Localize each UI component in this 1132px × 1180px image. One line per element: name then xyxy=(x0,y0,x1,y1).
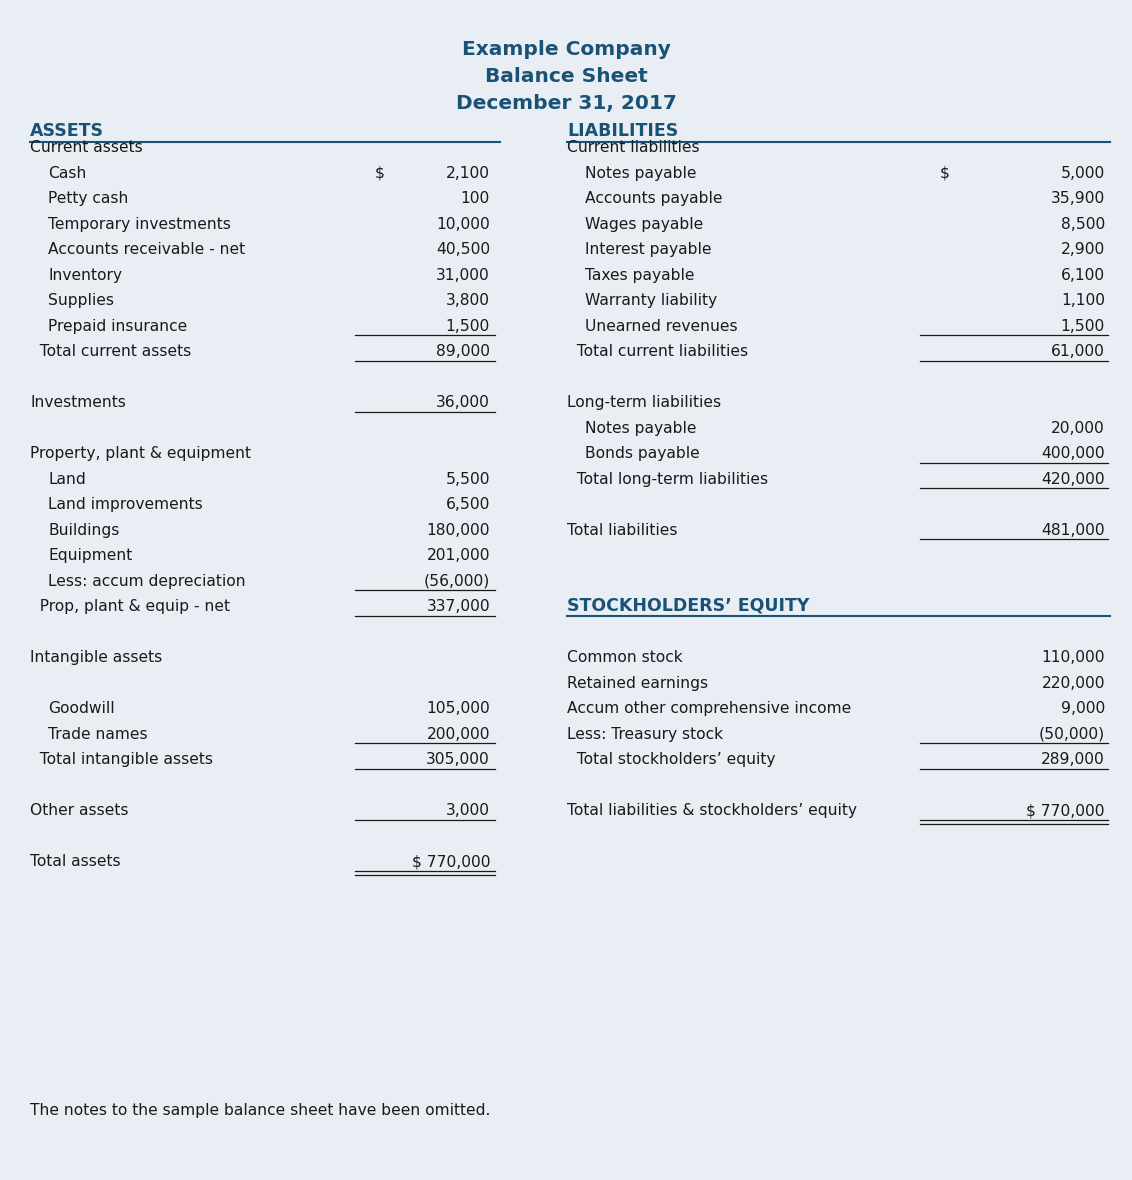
Text: (50,000): (50,000) xyxy=(1039,727,1105,742)
Text: The notes to the sample balance sheet have been omitted.: The notes to the sample balance sheet ha… xyxy=(31,1103,490,1117)
Text: 35,900: 35,900 xyxy=(1050,191,1105,206)
Text: Other assets: Other assets xyxy=(31,804,129,818)
Text: Example Company: Example Company xyxy=(462,40,670,59)
Text: Less: Treasury stock: Less: Treasury stock xyxy=(567,727,723,742)
Text: Land improvements: Land improvements xyxy=(48,497,203,512)
Text: 220,000: 220,000 xyxy=(1041,676,1105,690)
Text: Warranty liability: Warranty liability xyxy=(585,294,718,308)
Text: Accounts receivable - net: Accounts receivable - net xyxy=(48,242,246,257)
Text: $: $ xyxy=(375,166,385,181)
Text: Accum other comprehensive income: Accum other comprehensive income xyxy=(567,701,851,716)
Text: 481,000: 481,000 xyxy=(1041,523,1105,538)
Text: 6,100: 6,100 xyxy=(1061,268,1105,283)
Text: 10,000: 10,000 xyxy=(436,217,490,231)
Text: Land: Land xyxy=(48,472,86,487)
Text: $ 770,000: $ 770,000 xyxy=(412,854,490,870)
Text: Total assets: Total assets xyxy=(31,854,121,870)
Text: Notes payable: Notes payable xyxy=(585,166,696,181)
Text: 31,000: 31,000 xyxy=(436,268,490,283)
Text: Inventory: Inventory xyxy=(48,268,122,283)
Text: Common stock: Common stock xyxy=(567,650,683,666)
Text: Current liabilities: Current liabilities xyxy=(567,140,700,156)
Text: Wages payable: Wages payable xyxy=(585,217,703,231)
Text: Goodwill: Goodwill xyxy=(48,701,114,716)
Text: 201,000: 201,000 xyxy=(427,549,490,563)
Text: (56,000): (56,000) xyxy=(423,573,490,589)
Text: Petty cash: Petty cash xyxy=(48,191,128,206)
Text: Long-term liabilities: Long-term liabilities xyxy=(567,395,721,411)
Text: 36,000: 36,000 xyxy=(436,395,490,411)
Text: Total intangible assets: Total intangible assets xyxy=(31,753,213,767)
Text: Temporary investments: Temporary investments xyxy=(48,217,231,231)
Text: 400,000: 400,000 xyxy=(1041,446,1105,461)
Text: Total current liabilities: Total current liabilities xyxy=(567,345,748,359)
Text: Prop, plant & equip - net: Prop, plant & equip - net xyxy=(31,599,230,615)
Text: Buildings: Buildings xyxy=(48,523,119,538)
Text: Total current assets: Total current assets xyxy=(31,345,191,359)
Text: 89,000: 89,000 xyxy=(436,345,490,359)
Text: Property, plant & equipment: Property, plant & equipment xyxy=(31,446,251,461)
Text: 3,800: 3,800 xyxy=(446,294,490,308)
Text: 8,500: 8,500 xyxy=(1061,217,1105,231)
Text: $ 770,000: $ 770,000 xyxy=(1027,804,1105,818)
Text: $: $ xyxy=(940,166,950,181)
Text: 20,000: 20,000 xyxy=(1052,421,1105,435)
Text: 110,000: 110,000 xyxy=(1041,650,1105,666)
Text: Bonds payable: Bonds payable xyxy=(585,446,700,461)
Text: December 31, 2017: December 31, 2017 xyxy=(455,94,677,113)
Text: 337,000: 337,000 xyxy=(427,599,490,615)
Text: Trade names: Trade names xyxy=(48,727,147,742)
Text: Intangible assets: Intangible assets xyxy=(31,650,162,666)
Text: Unearned revenues: Unearned revenues xyxy=(585,319,738,334)
Text: Investments: Investments xyxy=(31,395,126,411)
Text: 5,000: 5,000 xyxy=(1061,166,1105,181)
Text: 105,000: 105,000 xyxy=(427,701,490,716)
Text: Total liabilities & stockholders’ equity: Total liabilities & stockholders’ equity xyxy=(567,804,857,818)
Text: 5,500: 5,500 xyxy=(446,472,490,487)
Text: Total liabilities: Total liabilities xyxy=(567,523,677,538)
Text: Less: accum depreciation: Less: accum depreciation xyxy=(48,573,246,589)
Text: Total stockholders’ equity: Total stockholders’ equity xyxy=(567,753,775,767)
Text: Supplies: Supplies xyxy=(48,294,114,308)
Text: 200,000: 200,000 xyxy=(427,727,490,742)
Text: Equipment: Equipment xyxy=(48,549,132,563)
Text: 1,500: 1,500 xyxy=(1061,319,1105,334)
Text: 40,500: 40,500 xyxy=(436,242,490,257)
Text: Balance Sheet: Balance Sheet xyxy=(484,67,648,86)
Text: Notes payable: Notes payable xyxy=(585,421,696,435)
Text: 1,100: 1,100 xyxy=(1061,294,1105,308)
Text: Prepaid insurance: Prepaid insurance xyxy=(48,319,187,334)
Text: 9,000: 9,000 xyxy=(1061,701,1105,716)
Text: Taxes payable: Taxes payable xyxy=(585,268,695,283)
Text: 61,000: 61,000 xyxy=(1052,345,1105,359)
Text: 289,000: 289,000 xyxy=(1041,753,1105,767)
Text: Current assets: Current assets xyxy=(31,140,143,156)
Text: LIABILITIES: LIABILITIES xyxy=(567,122,678,140)
Text: 180,000: 180,000 xyxy=(427,523,490,538)
Text: STOCKHOLDERS’ EQUITY: STOCKHOLDERS’ EQUITY xyxy=(567,596,809,615)
Text: Accounts payable: Accounts payable xyxy=(585,191,722,206)
Text: 3,000: 3,000 xyxy=(446,804,490,818)
Text: 2,100: 2,100 xyxy=(446,166,490,181)
Text: 6,500: 6,500 xyxy=(446,497,490,512)
Text: Total long-term liabilities: Total long-term liabilities xyxy=(567,472,769,487)
Text: Cash: Cash xyxy=(48,166,86,181)
Text: ASSETS: ASSETS xyxy=(31,122,104,140)
Text: 305,000: 305,000 xyxy=(427,753,490,767)
Text: Interest payable: Interest payable xyxy=(585,242,712,257)
Text: 1,500: 1,500 xyxy=(446,319,490,334)
Text: 100: 100 xyxy=(461,191,490,206)
Text: 2,900: 2,900 xyxy=(1061,242,1105,257)
Text: Retained earnings: Retained earnings xyxy=(567,676,709,690)
Text: 420,000: 420,000 xyxy=(1041,472,1105,487)
